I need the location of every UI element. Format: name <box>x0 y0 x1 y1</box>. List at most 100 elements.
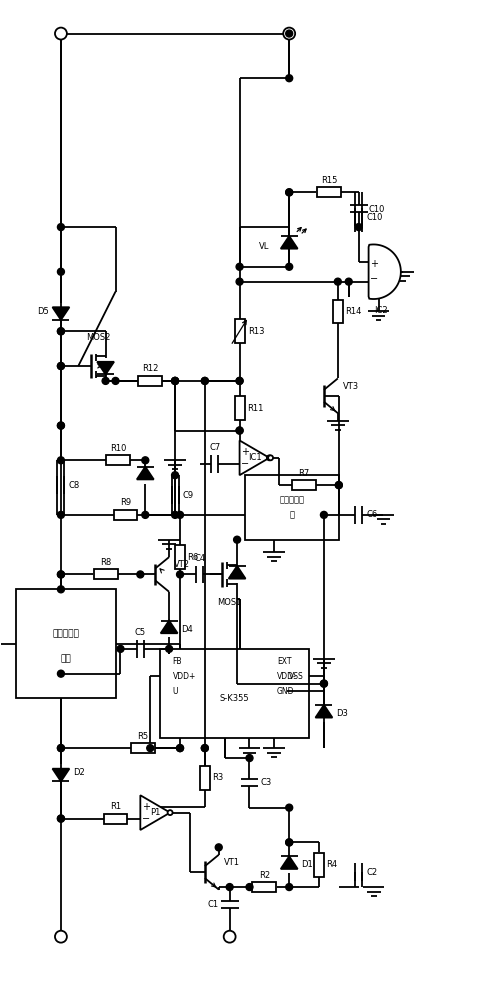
Text: 电路: 电路 <box>60 654 71 663</box>
Circle shape <box>202 377 208 384</box>
Circle shape <box>286 75 293 82</box>
Text: R3: R3 <box>212 773 224 782</box>
Circle shape <box>286 189 293 196</box>
Text: C10: C10 <box>366 213 383 222</box>
Circle shape <box>166 645 173 652</box>
Bar <box>252 882 276 892</box>
Circle shape <box>147 745 154 752</box>
Bar <box>106 455 130 465</box>
Circle shape <box>57 670 64 677</box>
Circle shape <box>57 328 64 335</box>
Text: R15: R15 <box>321 176 337 185</box>
Text: C8: C8 <box>68 481 80 490</box>
Text: R14: R14 <box>345 307 362 316</box>
Text: VT3: VT3 <box>343 382 359 391</box>
Circle shape <box>236 263 243 270</box>
Circle shape <box>57 815 64 822</box>
Text: +: + <box>242 447 250 457</box>
Text: +: + <box>370 259 378 269</box>
Circle shape <box>334 278 341 285</box>
Circle shape <box>57 586 64 593</box>
Text: 三极管稳压: 三极管稳压 <box>52 629 79 638</box>
Circle shape <box>215 844 222 851</box>
Bar <box>200 766 210 790</box>
Circle shape <box>286 839 293 846</box>
Circle shape <box>57 422 64 429</box>
Text: 电流检测电: 电流检测电 <box>279 495 304 504</box>
Text: −: − <box>242 459 250 469</box>
Circle shape <box>268 455 273 460</box>
Text: −: − <box>142 814 150 824</box>
Bar <box>104 814 127 824</box>
Bar <box>333 300 343 323</box>
Polygon shape <box>229 566 246 579</box>
Circle shape <box>320 680 327 687</box>
Polygon shape <box>315 705 332 718</box>
Text: R7: R7 <box>298 469 310 478</box>
Circle shape <box>177 571 184 578</box>
Text: MOS2: MOS2 <box>86 333 110 342</box>
Text: VSS: VSS <box>289 672 304 681</box>
Circle shape <box>202 745 208 752</box>
Text: −: − <box>369 274 378 284</box>
Circle shape <box>172 377 179 384</box>
Text: R2: R2 <box>259 871 270 880</box>
Circle shape <box>57 571 64 578</box>
Circle shape <box>236 377 243 384</box>
Text: P1: P1 <box>150 808 160 817</box>
Circle shape <box>236 377 243 384</box>
Circle shape <box>55 28 67 40</box>
Circle shape <box>246 884 253 891</box>
Text: 路: 路 <box>289 510 294 519</box>
Circle shape <box>236 427 243 434</box>
Bar <box>138 376 162 386</box>
Text: VDD-: VDD- <box>277 672 296 681</box>
Circle shape <box>234 536 241 543</box>
Circle shape <box>177 745 184 752</box>
Circle shape <box>286 884 293 891</box>
Circle shape <box>172 377 179 384</box>
Circle shape <box>286 30 293 37</box>
Text: R8: R8 <box>100 558 111 567</box>
Text: D4: D4 <box>182 625 193 634</box>
Circle shape <box>57 268 64 275</box>
Text: C1: C1 <box>207 900 218 909</box>
Text: EXT: EXT <box>277 657 291 666</box>
Text: +: + <box>142 802 150 812</box>
Polygon shape <box>281 236 297 249</box>
Text: D2: D2 <box>73 768 85 777</box>
Bar <box>131 743 155 753</box>
Circle shape <box>57 745 64 752</box>
Circle shape <box>236 427 243 434</box>
Circle shape <box>286 263 293 270</box>
Circle shape <box>142 511 149 518</box>
Text: R10: R10 <box>110 444 126 453</box>
Circle shape <box>177 511 184 518</box>
Text: C6: C6 <box>366 510 377 519</box>
Circle shape <box>57 745 64 752</box>
Text: C7: C7 <box>209 443 221 452</box>
Circle shape <box>57 457 64 464</box>
Circle shape <box>172 511 179 518</box>
Circle shape <box>224 931 236 943</box>
Text: R13: R13 <box>249 327 265 336</box>
Circle shape <box>226 884 233 891</box>
Circle shape <box>177 745 184 752</box>
Text: MOS1: MOS1 <box>218 598 242 607</box>
Text: GND: GND <box>277 687 294 696</box>
Text: VT2: VT2 <box>174 560 190 569</box>
Bar <box>94 569 117 579</box>
Circle shape <box>57 511 64 518</box>
Text: R11: R11 <box>247 404 263 413</box>
Circle shape <box>102 377 109 384</box>
Circle shape <box>202 745 208 752</box>
Polygon shape <box>52 769 69 781</box>
Bar <box>16 589 116 698</box>
Text: S-K355: S-K355 <box>220 694 250 703</box>
Circle shape <box>335 482 342 489</box>
Text: D3: D3 <box>336 709 348 718</box>
Circle shape <box>286 804 293 811</box>
Circle shape <box>55 931 67 943</box>
Circle shape <box>57 571 64 578</box>
Circle shape <box>202 377 208 384</box>
